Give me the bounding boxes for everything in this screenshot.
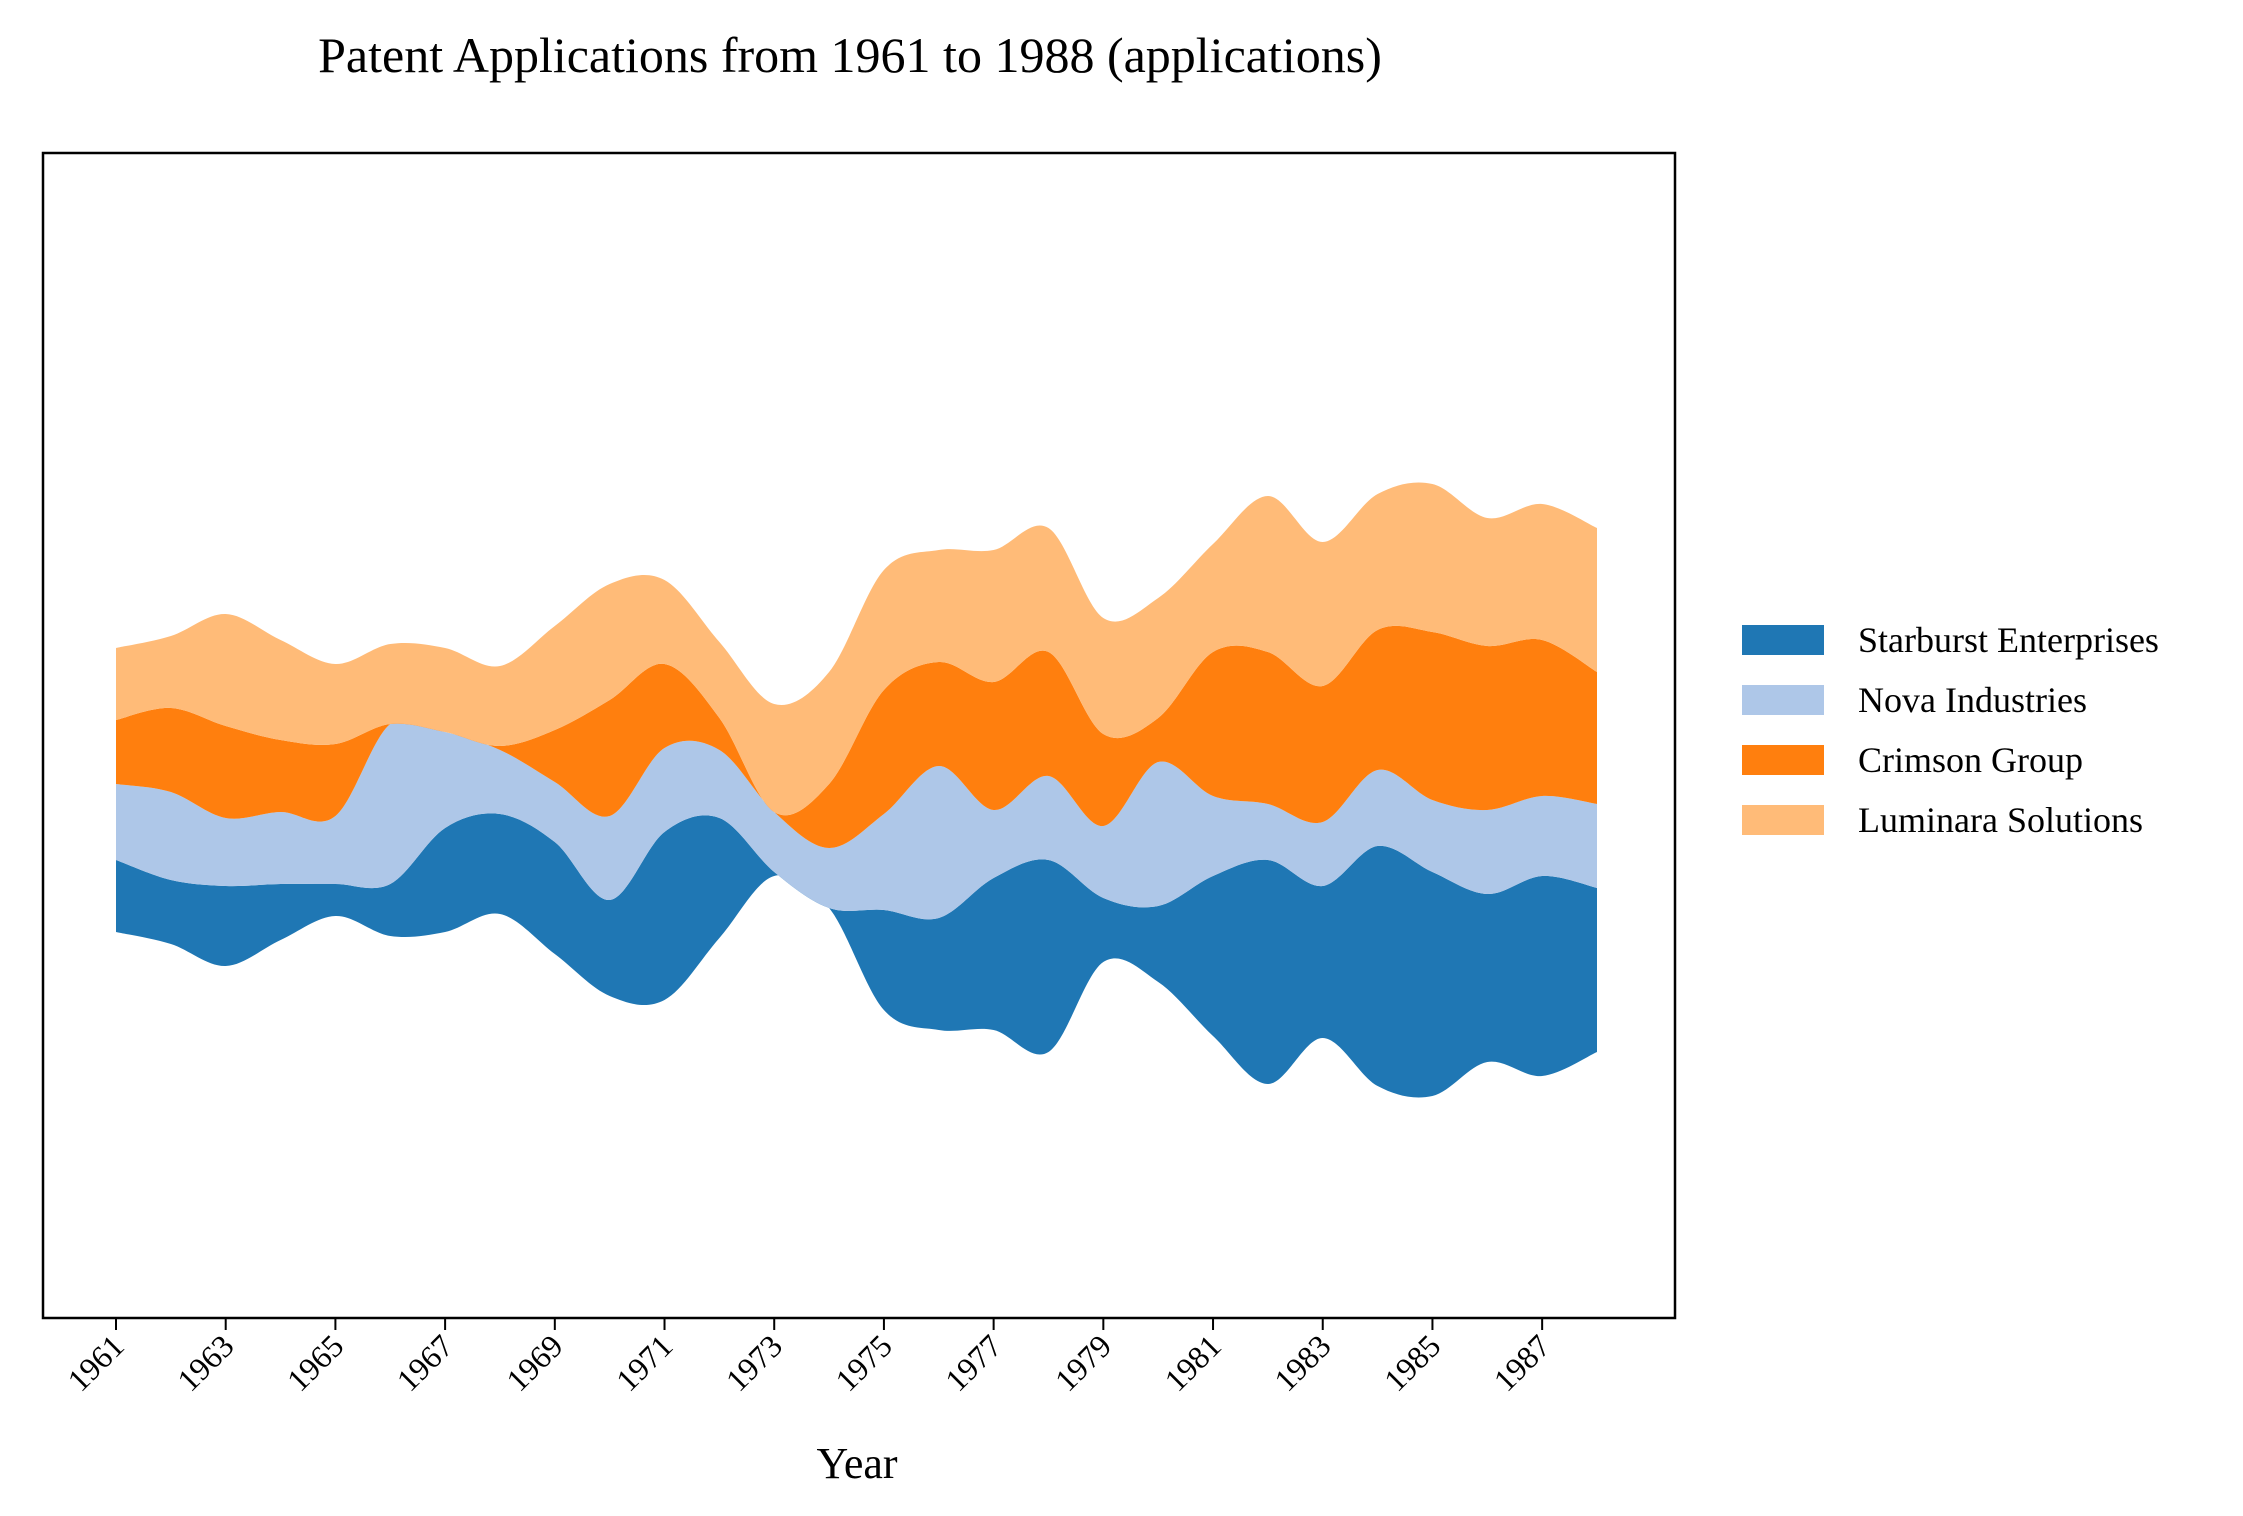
legend-label: Nova Industries [1858, 680, 2087, 720]
legend-swatch [1742, 685, 1824, 715]
x-tick-label: 1963 [170, 1327, 241, 1398]
stream-layer-luminara-solutions [116, 482, 1597, 816]
legend-swatch [1742, 745, 1824, 775]
x-tick-label: 1967 [389, 1327, 460, 1398]
x-tick-label: 1971 [609, 1327, 680, 1398]
x-tick-label: 1975 [828, 1327, 899, 1398]
x-tick-label: 1987 [1486, 1327, 1557, 1398]
stream-layers [116, 482, 1597, 1098]
legend-swatch [1742, 625, 1824, 655]
x-tick-label: 1979 [1048, 1327, 1119, 1398]
x-tick-label: 1961 [60, 1327, 131, 1398]
x-tick-label: 1981 [1157, 1327, 1228, 1398]
legend: Starburst Enterprises Nova Industries Crim… [1742, 620, 2159, 840]
x-axis-label: Year [816, 1439, 897, 1488]
x-tick-label: 1983 [1267, 1327, 1338, 1398]
x-tick-label: 1985 [1377, 1327, 1448, 1398]
x-tick-label: 1977 [938, 1327, 1009, 1398]
plot-frame [41, 151, 1677, 1320]
chart-title: Patent Applications from 1961 to 1988 (a… [318, 27, 1382, 83]
x-axis-ticks: 1961 1963 1965 1967 1969 1971 1973 1975 1977 1979… [60, 1318, 1557, 1398]
stream-layer-crimson-group [116, 625, 1597, 849]
legend-label: Starburst Enterprises [1858, 620, 2159, 660]
stream-layer-nova-industries [116, 718, 1597, 920]
x-tick-label: 1965 [280, 1327, 351, 1398]
legend-label: Crimson Group [1858, 740, 2083, 780]
x-tick-label: 1973 [718, 1327, 789, 1398]
stream-layer-starburst-enterprises [116, 813, 1597, 1098]
legend-label: Luminara Solutions [1858, 800, 2143, 840]
legend-swatch [1742, 805, 1824, 835]
x-tick-label: 1969 [499, 1327, 570, 1398]
